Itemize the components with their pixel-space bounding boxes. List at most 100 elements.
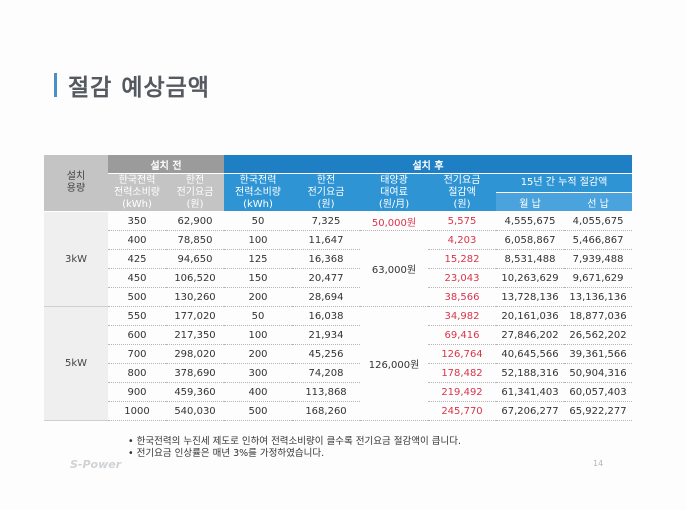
table-cell: 11,647 xyxy=(292,230,360,250)
table-cell: 150 xyxy=(224,268,292,288)
table-cell: 20,477 xyxy=(292,268,360,288)
header-kepco-usage-before-text: 한국전력 전력소비량 (kWh) xyxy=(114,174,160,210)
header-capacity-text: 설치 용량 xyxy=(66,171,86,194)
header-savings: 전기요금 절감액 (원) xyxy=(428,173,496,212)
company-logo: S-Power xyxy=(70,458,122,471)
header-kepco-usage-before: 한국전력 전력소비량 (kWh) xyxy=(108,173,166,212)
table-cell: 126,764 xyxy=(428,344,496,364)
table-row: 425 94,650 125 16,368 15,282 8,531,488 7… xyxy=(44,249,633,269)
table-cell: 69,416 xyxy=(428,325,496,345)
table-cell: 15,282 xyxy=(428,249,496,269)
table-cell: 450 xyxy=(108,268,166,288)
header-kepco-bill-after: 한전 전기요금 (원) xyxy=(292,173,360,212)
table-cell: 26,562,202 xyxy=(564,325,633,345)
table-row: 5kW 550 177,020 50 16,038 126,000원 34,98… xyxy=(44,306,633,421)
header-savings-text: 전기요금 절감액 (원) xyxy=(443,174,481,210)
table-cell: 459,360 xyxy=(166,382,224,402)
table-row: 1000 540,030 500 168,260 245,770 67,206,… xyxy=(44,401,633,421)
table-cell: 100 xyxy=(224,325,292,345)
footnote-text: 한국전력의 누진세 제도로 인하여 전력소비량이 클수록 전기요금 절감액이 큽… xyxy=(136,436,461,447)
table-cell: 5,575 xyxy=(428,211,496,231)
table-cell: 61,341,403 xyxy=(496,382,564,402)
table-cell: 200 xyxy=(224,344,292,364)
table-cell: 600 xyxy=(108,325,166,345)
header-monthly: 월 납 xyxy=(496,192,564,212)
table-cell: 178,482 xyxy=(428,363,496,383)
table-cell: 74,208 xyxy=(292,363,360,383)
header-kepco-bill-before-text: 한전 전기요금 (원) xyxy=(176,174,214,210)
table-cell: 400 xyxy=(224,382,292,402)
table-row: 500 130,260 200 28,694 38,566 13,728,136… xyxy=(44,287,633,307)
table-cell: 40,645,566 xyxy=(496,344,564,364)
title-accent-bar xyxy=(54,73,57,97)
table-cell: 125 xyxy=(224,249,292,269)
table-cell: 130,260 xyxy=(166,287,224,307)
rental-cell: 126,000원 xyxy=(360,306,428,421)
table-cell: 21,934 xyxy=(292,325,360,345)
table-cell: 60,057,403 xyxy=(564,382,633,402)
table-cell: 425 xyxy=(108,249,166,269)
footnote: • 한국전력의 누진세 제도로 인하여 전력소비량이 클수록 전기요금 절감액이… xyxy=(128,436,461,447)
table-cell: 350 xyxy=(108,211,166,231)
table-cell: 800 xyxy=(108,363,166,383)
header-kepco-bill-before: 한전 전기요금 (원) xyxy=(166,173,224,212)
table-cell: 50,904,316 xyxy=(564,363,633,383)
table-cell: 8,531,488 xyxy=(496,249,564,269)
table-cell: 106,520 xyxy=(166,268,224,288)
table-cell: 45,256 xyxy=(292,344,360,364)
table-cell: 38,566 xyxy=(428,287,496,307)
header-solar-rental-text: 태양광 대여료 (원/月) xyxy=(378,174,410,210)
table-cell: 50 xyxy=(224,211,292,231)
table-cell: 900 xyxy=(108,382,166,402)
table-cell: 7,325 xyxy=(292,211,360,231)
table-cell: 34,982 xyxy=(428,306,496,326)
table-cell: 4,555,675 xyxy=(496,211,564,231)
table-cell: 28,694 xyxy=(292,287,360,307)
footnotes: • 한국전력의 누진세 제도로 인하여 전력소비량이 클수록 전기요금 절감액이… xyxy=(128,436,461,460)
header-solar-rental: 태양광 대여료 (원/月) xyxy=(360,173,428,212)
header-kepco-usage-after-text: 한국전력 전력소비량 (kWh) xyxy=(235,174,281,210)
header-after: 설치 후 xyxy=(224,155,633,174)
table-cell: 9,671,629 xyxy=(564,268,633,288)
table-row: 3kW 350 62,900 50 7,325 50,000원 5,575 4,… xyxy=(44,211,633,307)
header-kepco-usage-after: 한국전력 전력소비량 (kWh) xyxy=(224,173,292,212)
page-number: 14 xyxy=(593,459,604,468)
table-cell: 298,020 xyxy=(166,344,224,364)
table-cell: 550 xyxy=(108,306,166,326)
table-cell: 113,868 xyxy=(292,382,360,402)
table-cell: 1000 xyxy=(108,401,166,421)
capacity-cell: 5kW xyxy=(44,306,108,421)
page-title: 절감 예상금액 xyxy=(68,75,210,101)
rental-cell: 63,000원 xyxy=(360,230,428,307)
table-row: 900 459,360 400 113,868 219,492 61,341,4… xyxy=(44,382,633,402)
table-cell: 27,846,202 xyxy=(496,325,564,345)
table-cell: 168,260 xyxy=(292,401,360,421)
savings-table: 설치 용량 설치 전 설치 후 한국전력 전력소비량 (kWh) 한전 전기요금… xyxy=(44,155,633,421)
table-cell: 16,038 xyxy=(292,306,360,326)
table-cell: 18,877,036 xyxy=(564,306,633,326)
table-cell: 200 xyxy=(224,287,292,307)
table-row: 600 217,350 100 21,934 69,416 27,846,202… xyxy=(44,325,633,345)
header-before: 설치 전 xyxy=(108,155,224,174)
table-cell: 52,188,316 xyxy=(496,363,564,383)
table-cell: 300 xyxy=(224,363,292,383)
footnote-text: 전기요금 인상률은 매년 3%를 가정하였습니다. xyxy=(136,448,325,459)
table-cell: 78,850 xyxy=(166,230,224,250)
header-capacity: 설치 용량 xyxy=(44,155,108,212)
header-cumulative: 15년 간 누적 절감액 xyxy=(496,173,633,193)
table-cell: 700 xyxy=(108,344,166,364)
table-cell: 50 xyxy=(224,306,292,326)
table-cell: 5,466,867 xyxy=(564,230,633,250)
table-row: 700 298,020 200 45,256 126,764 40,645,56… xyxy=(44,344,633,364)
table-cell: 62,900 xyxy=(166,211,224,231)
footnote: • 전기요금 인상률은 매년 3%를 가정하였습니다. xyxy=(128,448,325,459)
table-row: 450 106,520 150 20,477 23,043 10,263,629… xyxy=(44,268,633,288)
table-cell: 500 xyxy=(108,287,166,307)
table-cell: 100 xyxy=(224,230,292,250)
header-kepco-bill-after-text: 한전 전기요금 (원) xyxy=(307,174,345,210)
table-cell: 16,368 xyxy=(292,249,360,269)
table-cell: 177,020 xyxy=(166,306,224,326)
table-cell: 217,350 xyxy=(166,325,224,345)
table-row: 400 78,850 100 11,647 63,000원 4,203 6,05… xyxy=(44,230,633,307)
